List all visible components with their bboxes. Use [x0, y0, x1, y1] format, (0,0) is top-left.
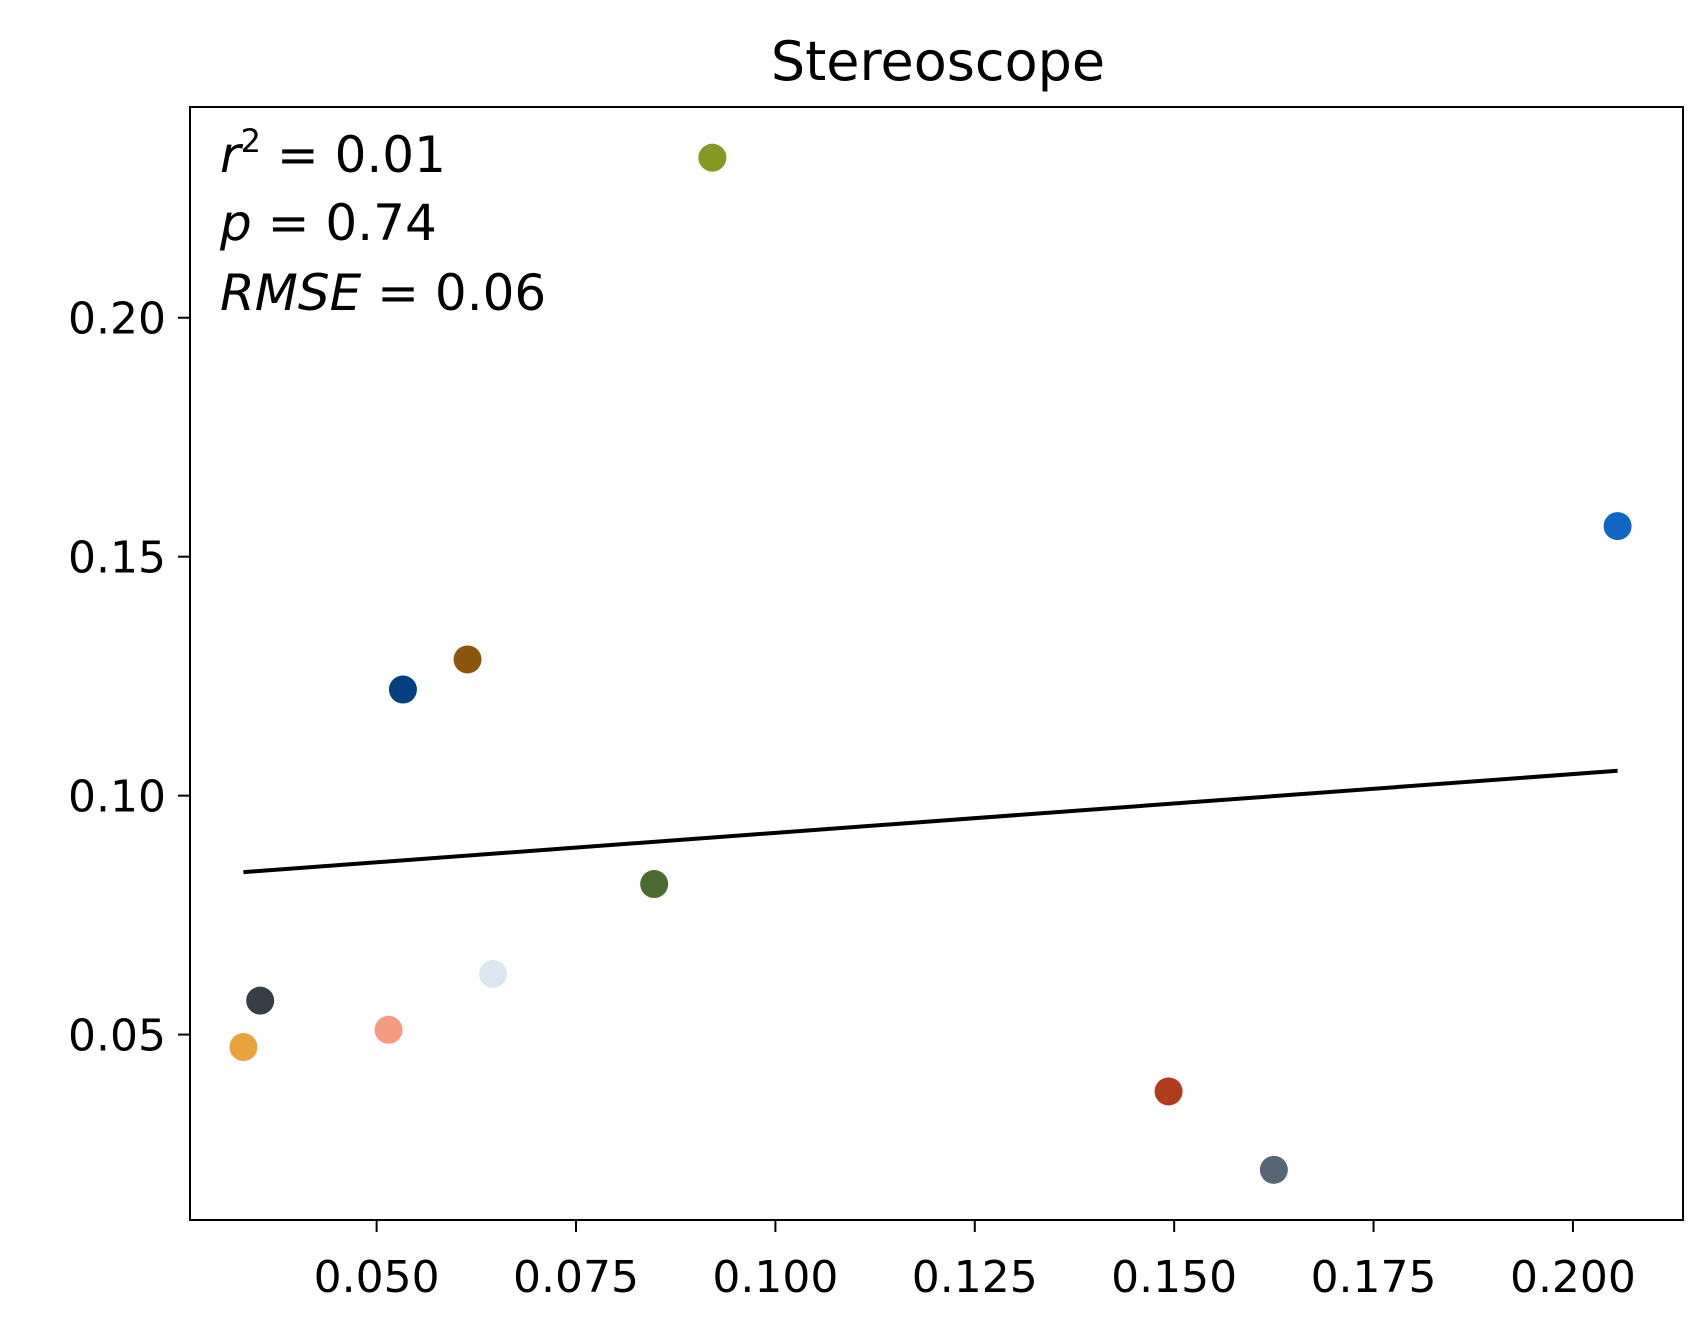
x-tick-label: 0.175: [1311, 1252, 1437, 1303]
x-axis: 0.050 0.075 0.100 0.125 0.150 0.175 0.200: [314, 1220, 1636, 1303]
plot-frame: [189, 106, 1684, 1221]
regression-line: [243, 768, 1618, 875]
data-point: [698, 143, 727, 172]
x-tick-label: 0.150: [1111, 1252, 1237, 1303]
data-point: [479, 959, 508, 988]
y-axis: 0.05 0.10 0.15 0.20: [68, 294, 190, 1062]
p-label: p: [219, 194, 252, 252]
p-annotation: p = 0.74: [219, 194, 437, 252]
data-point: [1259, 1155, 1288, 1184]
data-point: [453, 645, 482, 674]
data-point: [388, 675, 417, 704]
data-point: [229, 1033, 258, 1062]
data-point: [640, 870, 669, 899]
points-layer: [229, 143, 1632, 1184]
r2-annotation: r2 = 0.01: [220, 122, 446, 184]
p-value: = 0.74: [252, 194, 437, 252]
x-tick-label: 0.125: [912, 1252, 1038, 1303]
r2-exponent: 2: [241, 122, 261, 160]
y-tick-label: 0.15: [68, 533, 166, 584]
stats-annotation: r2 = 0.01 p = 0.74 RMSE = 0.06: [219, 122, 546, 322]
x-tick-label: 0.050: [314, 1252, 440, 1303]
x-tick-label: 0.075: [513, 1252, 639, 1303]
data-point: [1603, 512, 1632, 541]
plot-area: [189, 106, 1684, 1221]
fit-line-layer: [243, 768, 1618, 875]
data-point: [1154, 1077, 1183, 1106]
data-point: [374, 1015, 403, 1044]
rmse-annotation: RMSE = 0.06: [220, 264, 546, 322]
rmse-value: = 0.06: [361, 264, 546, 322]
y-tick-label: 0.20: [68, 294, 166, 345]
data-point: [246, 986, 275, 1015]
x-tick-label: 0.100: [712, 1252, 838, 1303]
chart-title: Stereoscope: [771, 30, 1105, 93]
rmse-label: RMSE: [220, 264, 362, 322]
y-tick-label: 0.10: [68, 772, 166, 823]
r2-label: r: [220, 126, 244, 184]
r2-value: = 0.01: [261, 126, 446, 184]
y-tick-label: 0.05: [68, 1011, 166, 1062]
x-tick-label: 0.200: [1510, 1252, 1636, 1303]
